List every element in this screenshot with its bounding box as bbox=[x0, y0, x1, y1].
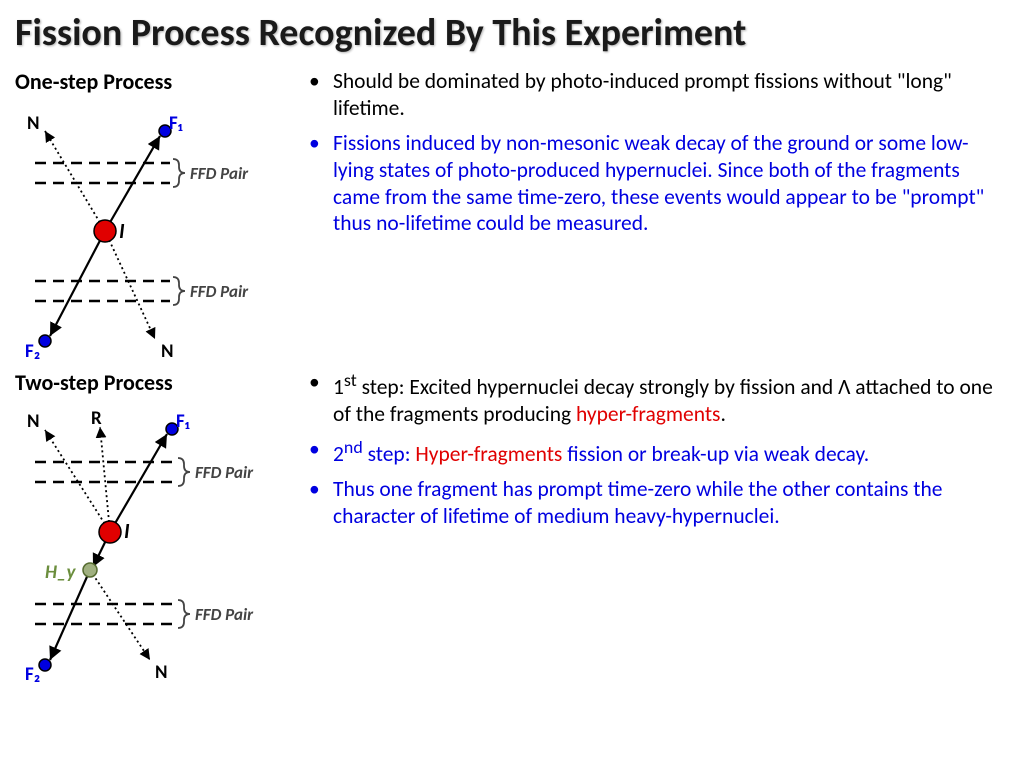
two-step-bullets: •1st step: Excited hypernuclei decay str… bbox=[305, 369, 1009, 530]
svg-text:N: N bbox=[161, 340, 174, 361]
svg-text:FFD Pair: FFD Pair bbox=[190, 163, 249, 184]
bullet-item: •Should be dominated by photo-induced pr… bbox=[305, 68, 1009, 122]
svg-text:F₂: F₂ bbox=[25, 340, 40, 361]
svg-text:N: N bbox=[27, 112, 40, 135]
svg-text:FFD Pair: FFD Pair bbox=[195, 604, 254, 625]
bullet-marker: • bbox=[305, 436, 333, 468]
svg-text:N: N bbox=[27, 410, 40, 433]
two-step-diagram: FFD Pair FFD Pair N R F₁ I H_y F₂ N bbox=[15, 402, 275, 682]
bullet-item: •Thus one fragment has prompt time-zero … bbox=[305, 476, 1009, 530]
bullet-marker: • bbox=[305, 476, 333, 530]
page-title: Fission Process Recognized By This Exper… bbox=[15, 10, 1009, 56]
bullet-text: Should be dominated by photo-induced pro… bbox=[333, 68, 1009, 122]
two-step-heading: Two-step Process bbox=[15, 369, 305, 396]
bullet-marker: • bbox=[305, 130, 333, 238]
svg-text:R: R bbox=[91, 407, 102, 430]
bullet-text: Thus one fragment has prompt time-zero w… bbox=[333, 476, 1009, 530]
svg-text:H_y: H_y bbox=[45, 561, 76, 584]
section-two-step: Two-step Process FFD Pair FFD Pair N R F₁ I H_… bbox=[15, 369, 1009, 682]
svg-text:I: I bbox=[119, 218, 125, 244]
svg-text:FFD Pair: FFD Pair bbox=[195, 462, 254, 483]
bullet-text: 1st step: Excited hypernuclei decay stro… bbox=[333, 369, 1009, 428]
svg-text:FFD Pair: FFD Pair bbox=[190, 281, 249, 302]
svg-text:F₁: F₁ bbox=[176, 410, 190, 433]
bullet-item: •1st step: Excited hypernuclei decay str… bbox=[305, 369, 1009, 428]
svg-text:N: N bbox=[155, 661, 168, 682]
bullet-marker: • bbox=[305, 68, 333, 122]
svg-text:F₂: F₂ bbox=[25, 663, 40, 682]
svg-text:I: I bbox=[124, 518, 130, 544]
one-step-diagram: FFD Pair FFD Pair N F₁ F₂ N I bbox=[15, 101, 275, 361]
bullet-marker: • bbox=[305, 369, 333, 428]
one-step-bullets: •Should be dominated by photo-induced pr… bbox=[305, 68, 1009, 237]
svg-text:F₁: F₁ bbox=[169, 112, 183, 135]
bullet-item: •Fissions induced by non-mesonic weak de… bbox=[305, 130, 1009, 238]
bullet-text: 2nd step: Hyper-fragments fission or bre… bbox=[333, 436, 1009, 468]
bullet-text: Fissions induced by non-mesonic weak dec… bbox=[333, 130, 1009, 238]
section-one-step: One-step Process FFD Pair FFD Pair N F₁ F₂ N I… bbox=[15, 68, 1009, 361]
one-step-heading: One-step Process bbox=[15, 68, 305, 95]
bullet-item: •2nd step: Hyper-fragments fission or br… bbox=[305, 436, 1009, 468]
